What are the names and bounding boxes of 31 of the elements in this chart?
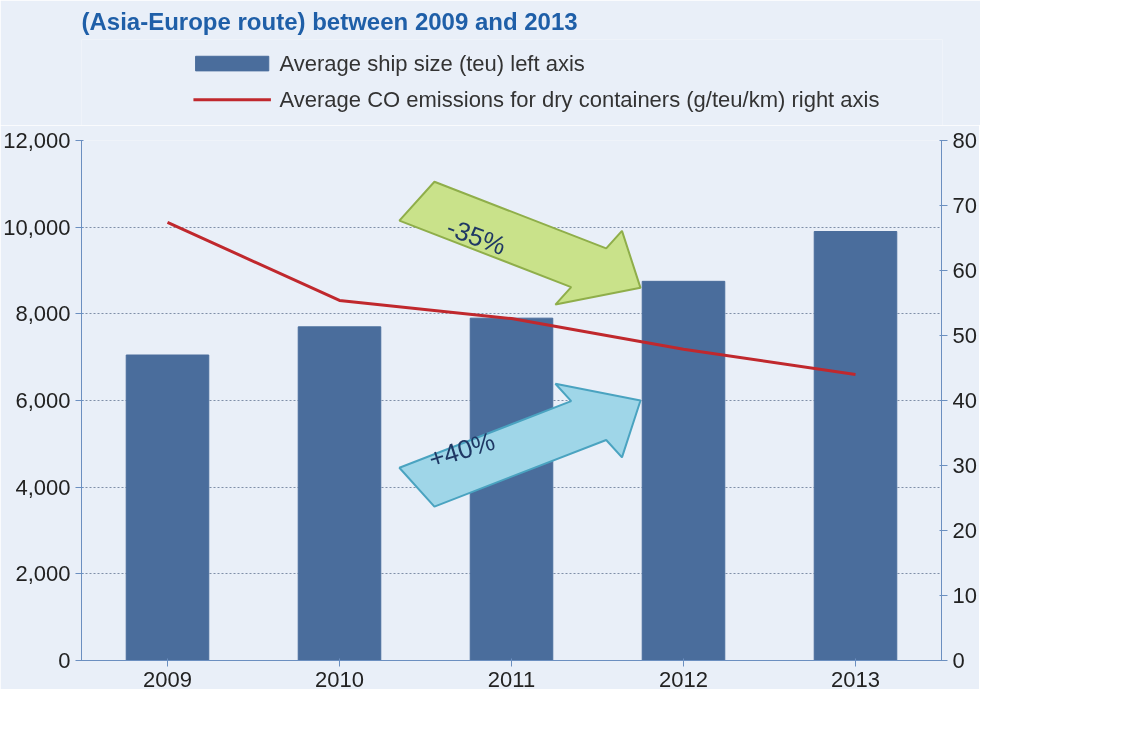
x-tick-label: 2009 (143, 666, 192, 692)
y2-tick-label: 40 (952, 388, 977, 413)
y-tick-label: 4,000 (15, 474, 71, 500)
annotation: +40% (425, 425, 499, 475)
bar (297, 326, 382, 661)
y-tick-label: 12,000 (3, 128, 71, 153)
chart-title: (Asia-Europe route) between 2009 and 2013 (81, 7, 578, 35)
bar (125, 354, 210, 661)
y2-tick-label: 60 (952, 258, 977, 283)
y2-tick-label: 10 (952, 583, 977, 608)
x-tick-label: 2012 (659, 666, 708, 692)
annotation: -35% (442, 211, 511, 261)
x-tick-label: 2010 (315, 666, 364, 692)
y2-tick-label: 70 (952, 193, 977, 218)
legend-label: Average CO emissions for dry containers (g/teu/km) right axis (279, 87, 880, 113)
y2-tick-label: 30 (952, 453, 977, 478)
y-tick-label: 6,000 (15, 388, 71, 413)
legend-label: Average ship size (teu) left axis (279, 51, 585, 77)
line-series (166, 220, 857, 376)
bar (813, 231, 898, 661)
bar (641, 280, 726, 661)
x-tick-label: 2011 (487, 666, 536, 692)
y-tick-label: 0 (58, 648, 71, 673)
y-tick-label: 8,000 (15, 301, 71, 327)
y2-tick-label: 0 (952, 648, 965, 673)
y-tick-label: 2,000 (15, 561, 71, 587)
y2-tick-label: 20 (952, 518, 977, 543)
x-tick-label: 2013 (831, 666, 880, 692)
y2-tick-label: 50 (952, 323, 977, 348)
y2-tick-label: 80 (952, 128, 977, 153)
y-tick-label: 10,000 (3, 214, 71, 240)
